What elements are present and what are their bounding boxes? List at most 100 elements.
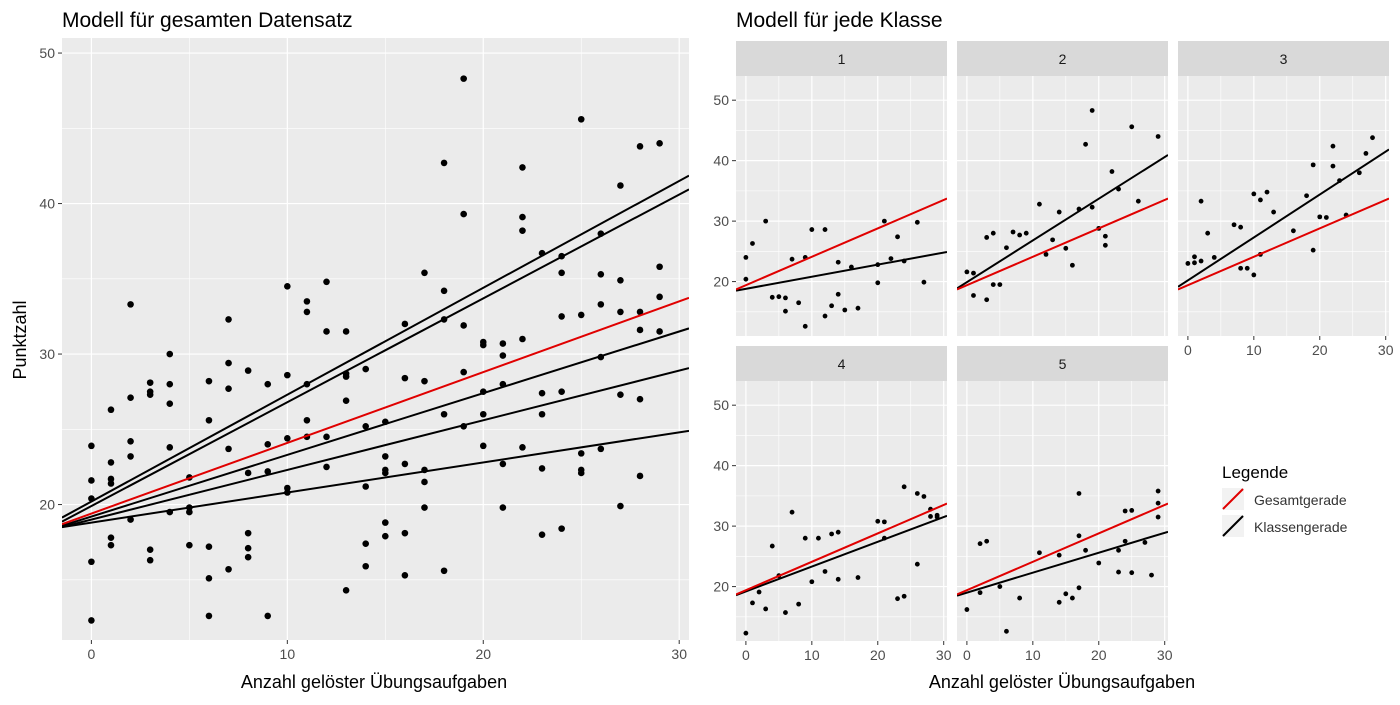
facet-1-data-point <box>783 308 788 314</box>
left-data-point <box>264 441 272 448</box>
left-data-point <box>401 529 409 537</box>
left-data-point <box>284 371 291 379</box>
facet-1-y-tick-label: 40 <box>713 153 729 169</box>
facet-4-data-point <box>875 518 881 524</box>
facet-2-data-point <box>1037 201 1042 207</box>
facet-4-data-point <box>829 531 835 537</box>
left-class-regression-line <box>62 188 689 523</box>
facet-1-data-point <box>842 307 848 313</box>
facet-4-data-point <box>855 575 861 580</box>
left-y-axis-label: Punktzahl <box>10 300 30 379</box>
facet-2-data-point <box>1050 237 1056 243</box>
left-data-point <box>323 278 330 286</box>
left-data-point <box>401 374 409 382</box>
left-data-point <box>107 534 115 541</box>
facet-4-x-tick-label: 0 <box>742 647 750 663</box>
facet-4-data-point <box>835 529 841 535</box>
left-data-point <box>460 75 467 82</box>
facet-2-data-point <box>1083 141 1088 147</box>
left-chart-title: Modell für gesamten Datensatz <box>62 9 353 32</box>
facet-3-x-tick-label: 0 <box>1184 342 1192 358</box>
left-data-point <box>479 338 487 346</box>
facet-5-data-point <box>1122 538 1128 544</box>
facet-3-overall-regression-line <box>1178 197 1389 291</box>
facet-4-y-tick-label: 50 <box>713 397 729 413</box>
left-data-point <box>617 391 624 398</box>
facet-3-data-point <box>1211 254 1217 260</box>
facet-2-data-point <box>1135 198 1141 204</box>
facet-1-data-point <box>809 227 815 232</box>
facet-3-data-point <box>1251 272 1257 278</box>
left-data-point <box>303 416 311 424</box>
left-data-point <box>127 394 134 401</box>
facet-5-data-point <box>977 541 983 547</box>
facet-2-overall-regression-line <box>957 197 1168 291</box>
left-data-point <box>617 277 624 284</box>
left-data-point <box>146 379 154 386</box>
facet-3-data-point <box>1310 162 1316 168</box>
left-data-point <box>205 574 213 582</box>
left-data-point <box>225 359 232 367</box>
facet-4-y-tick-label: 40 <box>713 458 729 474</box>
left-data-point <box>538 389 546 397</box>
left-data-point <box>519 227 526 234</box>
left-data-point <box>88 477 95 484</box>
facet-5-data-point <box>1037 550 1042 556</box>
facet-2-data-point <box>1089 108 1095 113</box>
left-data-point <box>558 269 565 277</box>
facet-5-data-point <box>1056 552 1062 558</box>
facet-1-data-point <box>835 291 841 297</box>
facet-1-data-point <box>914 219 920 225</box>
left-data-point <box>499 352 507 359</box>
left-data-point <box>323 433 330 441</box>
facet-1-overall-regression-line <box>736 197 947 291</box>
facet-2-data-point <box>1017 232 1023 238</box>
facet-3-data-point <box>1271 209 1277 215</box>
left-data-point <box>558 525 565 532</box>
facet-strip-2 <box>957 41 1168 76</box>
left-data-point <box>225 445 232 453</box>
facet-strip-label-5: 5 <box>1059 356 1067 372</box>
facet-5-data-point <box>1096 560 1102 566</box>
legend-label-overall: Gesamtgerade <box>1254 492 1347 508</box>
facet-2-data-point <box>971 293 976 298</box>
left-data-point <box>381 519 389 526</box>
left-data-point <box>401 571 409 579</box>
facet-5-data-point <box>984 538 990 544</box>
left-data-point <box>617 182 624 189</box>
left-data-point <box>440 410 448 418</box>
facet-2-data-point <box>1102 233 1108 239</box>
facet-strip-1 <box>736 41 947 76</box>
facet-4-data-point <box>763 606 769 612</box>
facet-3-data-point <box>1264 189 1270 195</box>
facet-5-data-point <box>1116 569 1121 575</box>
left-data-point <box>186 541 193 549</box>
left-data-point <box>519 444 526 451</box>
facet-3-background <box>1178 76 1389 336</box>
facet-3-class-regression-line <box>1178 148 1389 288</box>
left-data-point <box>479 442 487 450</box>
left-data-point <box>362 562 370 570</box>
facet-strip-label-1: 1 <box>838 51 846 67</box>
facet-3-data-point <box>1192 254 1197 260</box>
left-data-point <box>381 466 389 474</box>
facet-strip-label-2: 2 <box>1059 51 1067 67</box>
left-data-point <box>146 546 154 553</box>
facet-3-x-tick-label: 30 <box>1378 342 1394 358</box>
facet-2-data-point <box>990 230 996 236</box>
facet-1-data-point <box>835 259 841 265</box>
facet-3-data-point <box>1363 150 1369 156</box>
facet-5-data-point <box>1069 595 1075 601</box>
facet-5-data-point <box>1155 488 1161 494</box>
left-data-point <box>88 617 95 624</box>
facet-2-data-point <box>1010 229 1016 235</box>
left-data-point <box>284 484 291 492</box>
facet-4-data-point <box>928 514 933 519</box>
facet-5-data-point <box>1142 540 1148 545</box>
left-data-point <box>362 365 370 373</box>
facet-4-data-point <box>895 596 900 602</box>
facet-5-data-point <box>1155 514 1161 520</box>
left-x-tick-label: 20 <box>475 646 491 662</box>
facet-4-x-tick-label: 10 <box>804 647 820 663</box>
